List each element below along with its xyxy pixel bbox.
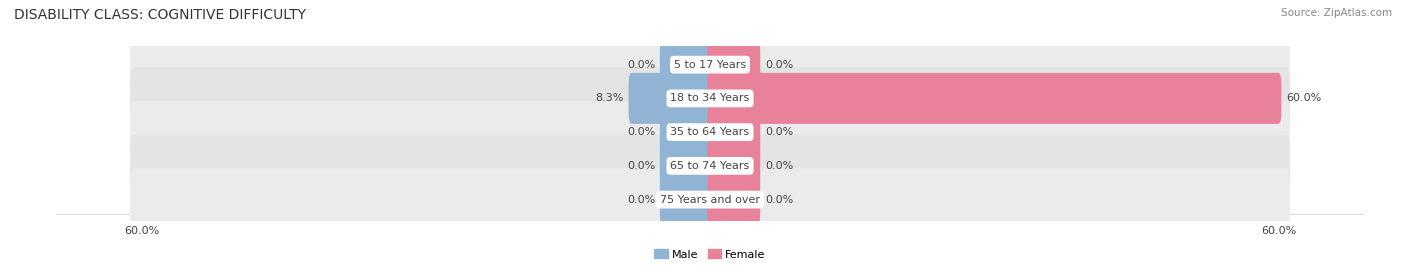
Text: 5 to 17 Years: 5 to 17 Years <box>673 60 747 70</box>
FancyBboxPatch shape <box>131 168 1289 231</box>
Text: 0.0%: 0.0% <box>765 127 793 137</box>
Text: 0.0%: 0.0% <box>627 194 655 205</box>
Legend: Male, Female: Male, Female <box>650 245 770 264</box>
Text: 0.0%: 0.0% <box>765 161 793 171</box>
Text: Source: ZipAtlas.com: Source: ZipAtlas.com <box>1281 8 1392 18</box>
FancyBboxPatch shape <box>707 140 761 191</box>
FancyBboxPatch shape <box>131 33 1289 96</box>
FancyBboxPatch shape <box>131 134 1289 197</box>
FancyBboxPatch shape <box>131 67 1289 130</box>
FancyBboxPatch shape <box>707 39 761 90</box>
FancyBboxPatch shape <box>659 140 713 191</box>
Text: 0.0%: 0.0% <box>765 60 793 70</box>
Text: 18 to 34 Years: 18 to 34 Years <box>671 93 749 103</box>
Text: 0.0%: 0.0% <box>627 161 655 171</box>
FancyBboxPatch shape <box>659 39 713 90</box>
Text: 75 Years and over: 75 Years and over <box>659 194 761 205</box>
Text: 8.3%: 8.3% <box>595 93 624 103</box>
Text: 0.0%: 0.0% <box>627 60 655 70</box>
Text: 60.0%: 60.0% <box>1286 93 1322 103</box>
Text: 65 to 74 Years: 65 to 74 Years <box>671 161 749 171</box>
FancyBboxPatch shape <box>707 73 1281 124</box>
Text: DISABILITY CLASS: COGNITIVE DIFFICULTY: DISABILITY CLASS: COGNITIVE DIFFICULTY <box>14 8 307 22</box>
FancyBboxPatch shape <box>707 174 761 225</box>
FancyBboxPatch shape <box>659 174 713 225</box>
Text: 0.0%: 0.0% <box>765 194 793 205</box>
Text: 0.0%: 0.0% <box>627 127 655 137</box>
FancyBboxPatch shape <box>131 101 1289 163</box>
FancyBboxPatch shape <box>628 73 713 124</box>
Text: 35 to 64 Years: 35 to 64 Years <box>671 127 749 137</box>
FancyBboxPatch shape <box>659 107 713 158</box>
FancyBboxPatch shape <box>707 107 761 158</box>
